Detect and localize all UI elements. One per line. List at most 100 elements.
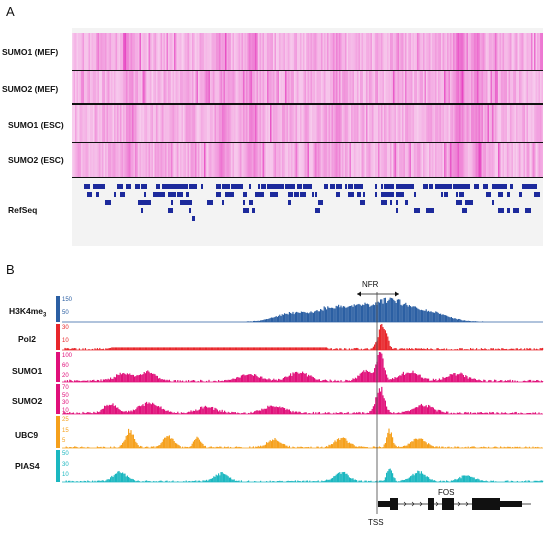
signal-bar <box>144 480 146 482</box>
heat-stripe <box>468 105 470 142</box>
heat-stripe <box>460 105 462 142</box>
heat-stripe <box>472 143 474 177</box>
signal-bar <box>411 372 413 382</box>
heat-stripe <box>162 71 164 103</box>
heat-stripe <box>73 143 75 177</box>
signal-bar <box>533 380 535 382</box>
signal-bar <box>119 472 121 482</box>
signal-bar <box>425 476 427 482</box>
heat-stripe <box>150 143 152 177</box>
heat-stripe <box>540 105 542 142</box>
heat-stripe <box>330 105 332 142</box>
signal-bar <box>270 441 272 448</box>
signal-bar <box>195 480 197 482</box>
signal-bar <box>238 413 240 414</box>
signal-bar <box>123 347 125 350</box>
signal-bar <box>411 441 413 448</box>
signal-bar <box>141 405 143 414</box>
heat-stripe <box>97 143 99 177</box>
heat-stripe <box>97 105 99 142</box>
heat-stripe <box>195 33 197 70</box>
heat-stripe <box>187 33 189 70</box>
heat-stripe <box>76 105 78 142</box>
signal-bar <box>228 379 230 382</box>
signal-bar <box>428 477 430 482</box>
signal-bar <box>305 347 307 350</box>
signal-bar <box>126 347 128 350</box>
heat-stripe <box>516 105 518 142</box>
signal-bar <box>99 480 101 482</box>
heat-stripe <box>246 105 248 142</box>
signal-bar <box>165 480 167 482</box>
signal-bar <box>137 406 139 414</box>
signal-bar <box>174 380 176 382</box>
heat-stripe <box>207 71 209 103</box>
heat-stripe <box>502 71 504 103</box>
refseq-exon <box>462 184 466 189</box>
heat-stripe <box>298 33 300 70</box>
signal-bar <box>264 319 266 322</box>
signal-bar <box>450 349 452 350</box>
heat-stripe <box>280 105 282 142</box>
signal-bar <box>482 321 484 322</box>
heat-stripe <box>196 33 198 70</box>
signal-bar <box>455 349 457 350</box>
signal-bar <box>370 373 372 382</box>
heat-stripe <box>403 143 405 177</box>
signal-bar <box>268 406 270 414</box>
signal-bar <box>260 347 262 350</box>
heat-stripe <box>162 33 164 70</box>
signal-bar <box>215 474 217 482</box>
heat-stripe <box>72 33 74 70</box>
heat-stripe <box>394 143 396 177</box>
signal-bar <box>117 471 119 482</box>
signal-bar <box>189 347 191 350</box>
heat-stripe <box>333 105 335 142</box>
heat-stripe <box>460 71 462 103</box>
signal-bar <box>460 413 462 414</box>
heat-stripe <box>465 143 467 177</box>
signal-bar <box>144 402 146 414</box>
signal-bar <box>112 403 114 414</box>
signal-bar <box>197 437 199 448</box>
heat-stripe <box>127 105 129 142</box>
signal-bar <box>266 442 268 448</box>
heat-stripe <box>126 71 128 103</box>
refseq-exon <box>312 192 314 197</box>
signal-bar <box>186 412 188 414</box>
heat-stripe <box>421 33 423 70</box>
signal-bar <box>116 347 118 350</box>
heat-stripe <box>165 71 167 103</box>
signal-bar <box>534 447 536 448</box>
signal-bar <box>466 376 468 382</box>
refseq-exon <box>315 192 317 197</box>
refseq-exon <box>402 184 408 189</box>
heat-stripe <box>478 143 480 177</box>
signal-bar <box>272 347 274 350</box>
heat-stripe <box>237 33 239 70</box>
signal-bar <box>312 481 314 482</box>
signal-bar <box>321 380 323 382</box>
signal-bar <box>146 401 148 414</box>
heat-stripe <box>451 71 453 103</box>
signal-bar <box>542 381 544 382</box>
fos-gene-label: FOS <box>438 488 455 497</box>
signal-bar <box>324 347 326 350</box>
signal-bar <box>117 347 119 350</box>
signal-bar <box>417 348 419 350</box>
signal-bar <box>424 441 426 448</box>
heat-stripe <box>447 105 449 142</box>
heat-stripe <box>396 105 398 142</box>
heat-stripe <box>229 105 231 142</box>
heat-stripe <box>162 143 164 177</box>
signal-bar <box>255 481 257 482</box>
signal-bar <box>218 473 220 482</box>
signal-bar <box>290 373 292 382</box>
heat-stripe <box>444 143 446 177</box>
signal-bar <box>197 410 199 414</box>
heat-stripe <box>166 71 168 103</box>
signal-bar <box>110 405 112 414</box>
signal-bar <box>273 317 275 322</box>
heat-stripe <box>370 71 372 103</box>
heat-stripe <box>505 105 507 142</box>
